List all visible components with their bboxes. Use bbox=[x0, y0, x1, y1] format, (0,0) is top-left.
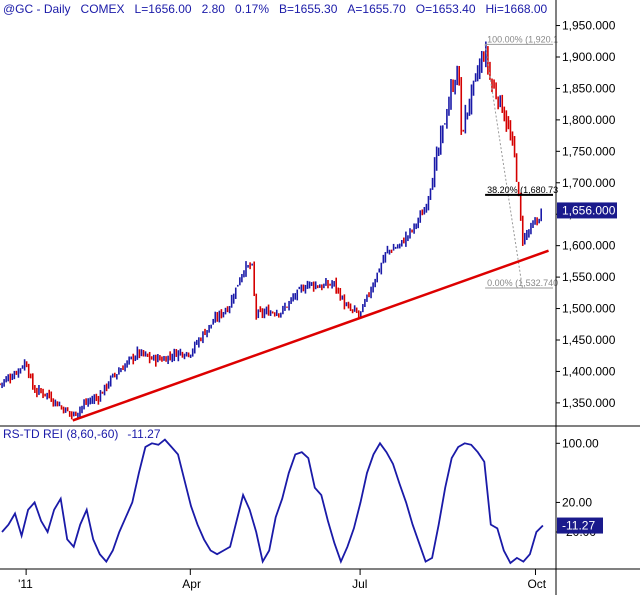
price-tick-label: 1,400.000 bbox=[562, 364, 616, 378]
last-price-label: 1,656.000 bbox=[562, 203, 616, 217]
fib-level-label: 100.00% (1,920.1 bbox=[487, 34, 558, 44]
price-panel[interactable] bbox=[0, 41, 543, 420]
rei-series-line bbox=[1, 438, 544, 565]
indicator-panel[interactable] bbox=[1, 438, 544, 565]
last-price-marker bbox=[557, 202, 617, 219]
price-tick-label: 1,800.000 bbox=[562, 113, 616, 127]
rei-tick-label: 100.00 bbox=[562, 436, 599, 450]
time-tick-label: Jul bbox=[352, 577, 367, 591]
price-tick-label: 1,900.000 bbox=[562, 50, 616, 64]
rei-value-marker bbox=[557, 517, 603, 534]
indicator-value: -11.27 bbox=[127, 427, 161, 441]
indicator-header: RS-TD REI (8,60,-60) -11.27 bbox=[3, 427, 170, 441]
fibonacci-retracement[interactable]: 100.00% (1,920.1 38.20% (1,680.73 0.00% (1… bbox=[484, 34, 558, 289]
high-price: Hi=1668.00 bbox=[485, 2, 548, 16]
price-tick-label: 1,500.000 bbox=[562, 302, 616, 316]
trendline-layer[interactable] bbox=[72, 249, 549, 422]
price-tick-label: 1,450.000 bbox=[562, 333, 616, 347]
ask-price: A=1655.70 bbox=[347, 2, 406, 16]
rei-value-label: -11.27 bbox=[562, 519, 595, 533]
price-tick-label: 1,950.000 bbox=[562, 19, 616, 33]
price-tick-label: 1,600.000 bbox=[562, 239, 616, 253]
fib-level-label: 0.00% (1,532.740 bbox=[487, 278, 558, 288]
price-tick-label: 1,550.000 bbox=[562, 270, 616, 284]
last-price: L=1656.00 bbox=[134, 2, 192, 16]
price-tick-label: 1,750.000 bbox=[562, 144, 616, 158]
fib-level-label: 38.20% (1,680.73 bbox=[487, 185, 558, 195]
bid-price: B=1655.30 bbox=[279, 2, 338, 16]
price-tick-label: 1,700.000 bbox=[562, 176, 616, 190]
symbol-label: @GC - Daily bbox=[3, 2, 71, 16]
support-trendline bbox=[72, 249, 549, 422]
price-tick-label: 1,350.000 bbox=[562, 396, 616, 410]
indicator-name: RS-TD REI (8,60,-60) bbox=[3, 427, 119, 441]
quote-header: @GC - Daily COMEX L=1656.00 2.80 0.17% B=1655… bbox=[3, 2, 557, 16]
rei-tick-label: 20.00 bbox=[562, 495, 592, 509]
exchange-label: COMEX bbox=[80, 2, 125, 16]
time-tick-label: Oct bbox=[527, 577, 546, 591]
time-tick-label: '11 bbox=[18, 577, 33, 591]
open-price: O=1653.40 bbox=[415, 2, 476, 16]
time-tick-label: Apr bbox=[182, 577, 201, 591]
fib-anchor-line bbox=[484, 44, 523, 289]
price-tick-label: 1,850.000 bbox=[562, 81, 616, 95]
net-change: 2.80 bbox=[201, 2, 225, 16]
percent-change: 0.17% bbox=[234, 2, 269, 16]
